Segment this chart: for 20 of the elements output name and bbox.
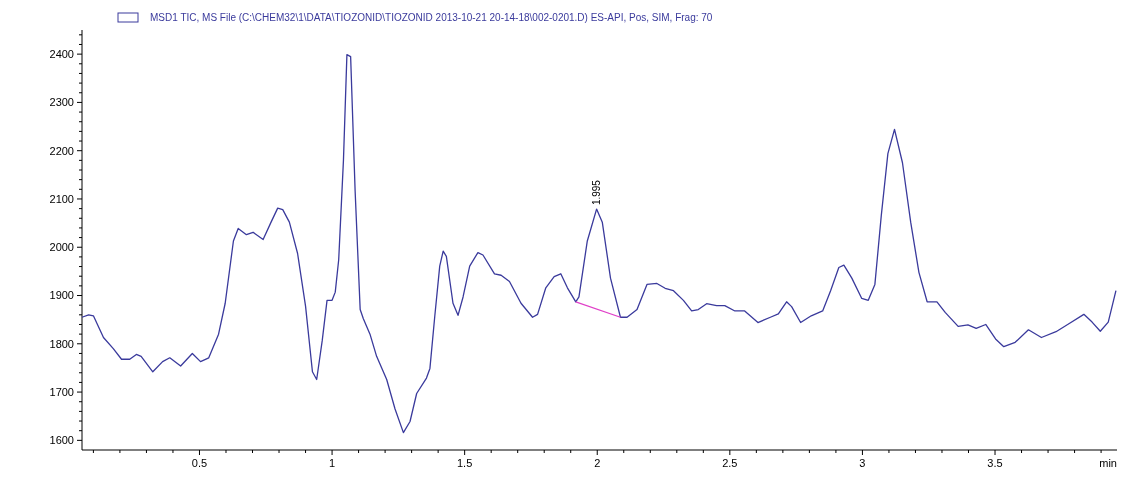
- line-series: [81, 53, 1117, 434]
- legend-label: MSD1 TIC, MS File (C:\CHEM32\1\DATA\TIOZONID\TIOZONID 2013-10-21 20-14-18\002-0201.D) ES-API, Pos, SIM, Frag: 70: [150, 12, 713, 23]
- x-tick-label: 0.5: [191, 457, 208, 469]
- y-tick-label: 1600: [49, 434, 74, 447]
- x-tick-label: 3.5: [987, 457, 1003, 469]
- x-tick-label: 1: [329, 457, 336, 469]
- x-tick-label: 2: [594, 457, 601, 469]
- y-tick-label: 1900: [49, 289, 74, 302]
- x-tick-label: 2.5: [722, 457, 738, 469]
- y-tick-label: 2300: [49, 96, 74, 109]
- y-tick-label: 2100: [49, 192, 74, 205]
- y-tick-label: 2400: [49, 47, 74, 60]
- y-tick-label: 2200: [49, 144, 74, 157]
- y-tick-label: 1800: [49, 337, 74, 350]
- annotation: 1.995: [590, 179, 602, 206]
- y-tick-label: 1700: [49, 385, 74, 398]
- x-tick-label: 3: [859, 457, 866, 469]
- x-axis-title: min: [1099, 457, 1117, 469]
- x-tick-label: 1.5: [457, 457, 473, 469]
- y-tick-label: 2000: [49, 241, 74, 254]
